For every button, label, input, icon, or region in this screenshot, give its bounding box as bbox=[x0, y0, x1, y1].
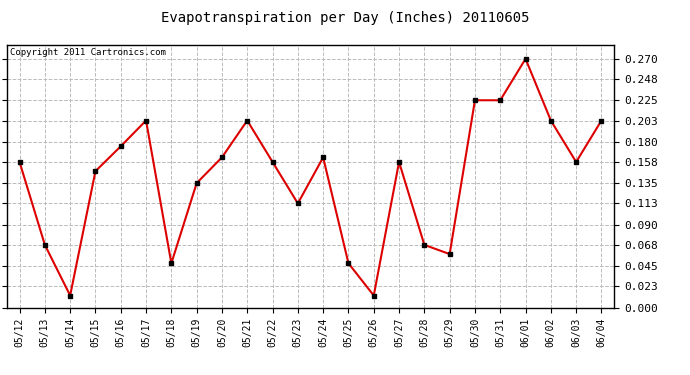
Text: Copyright 2011 Cartronics.com: Copyright 2011 Cartronics.com bbox=[10, 48, 166, 57]
Text: Evapotranspiration per Day (Inches) 20110605: Evapotranspiration per Day (Inches) 2011… bbox=[161, 11, 529, 25]
